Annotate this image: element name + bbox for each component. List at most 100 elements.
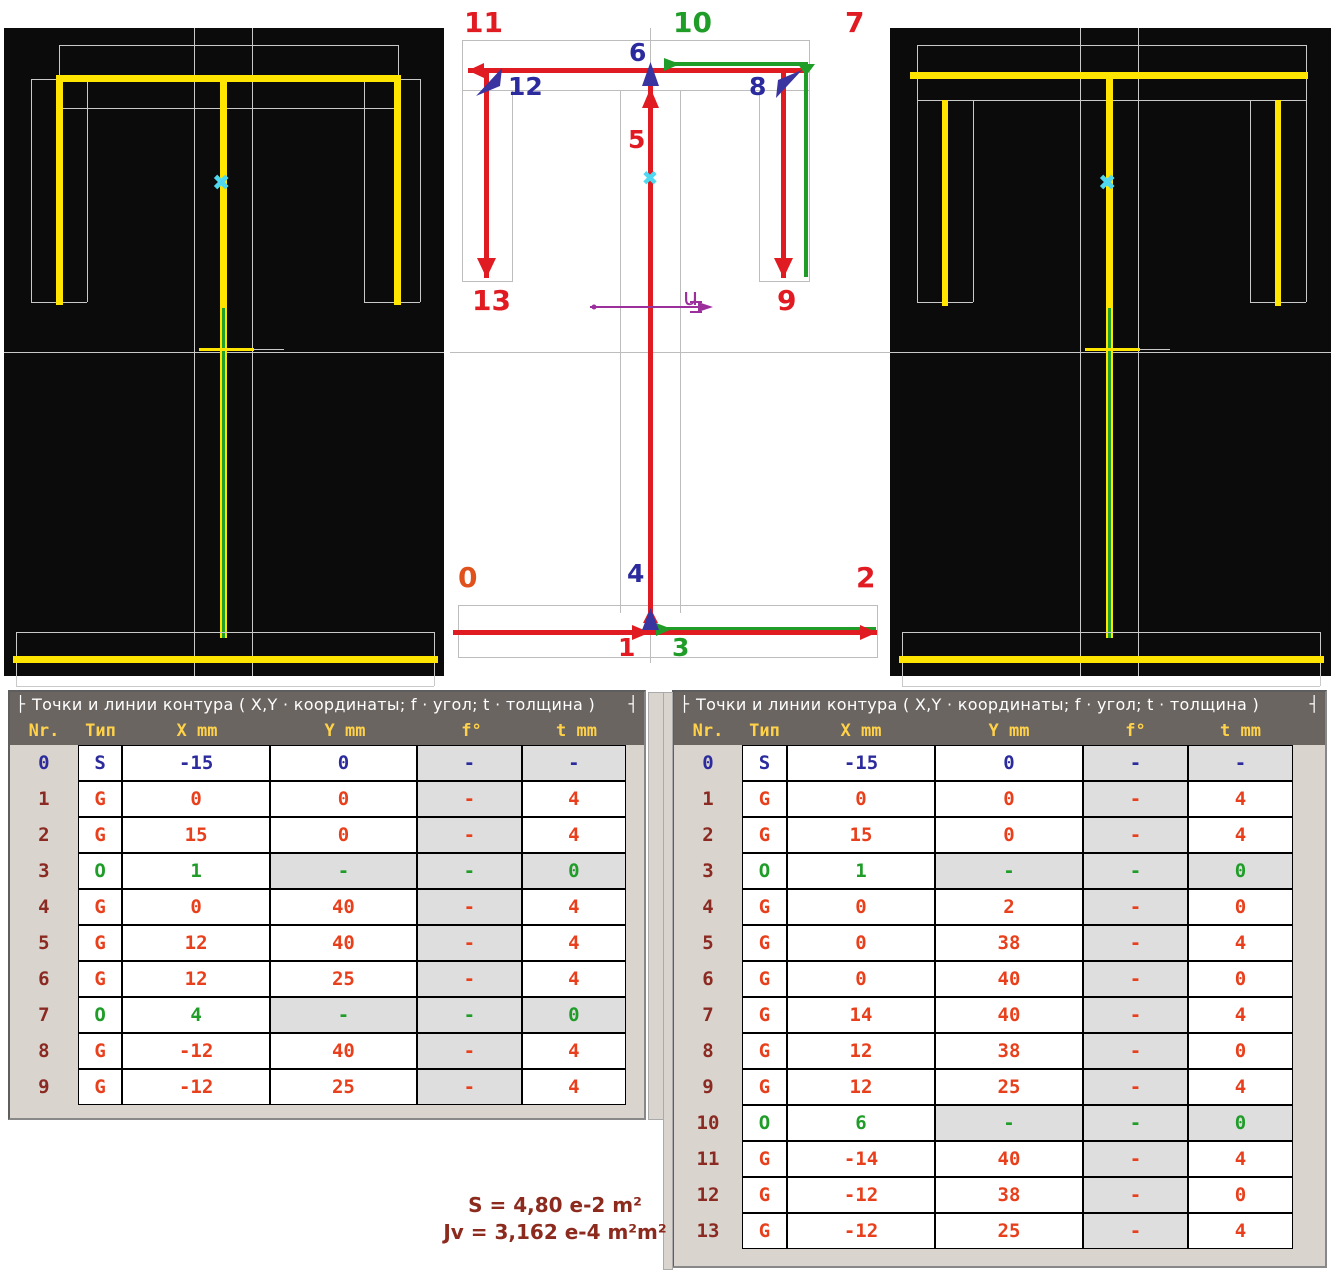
cell-y[interactable]: 0: [935, 817, 1083, 853]
cell-t[interactable]: 4: [1188, 925, 1293, 961]
cell-x[interactable]: 15: [787, 817, 935, 853]
cell-t[interactable]: 0: [1188, 1033, 1293, 1069]
cell-x[interactable]: 0: [122, 781, 270, 817]
cell-type[interactable]: O: [77, 997, 123, 1033]
scrollbar-left-table[interactable]: [648, 692, 664, 1120]
cell-type[interactable]: G: [742, 997, 787, 1033]
cell-type[interactable]: G: [77, 925, 123, 961]
cell-t[interactable]: 0: [1188, 853, 1293, 889]
table-row[interactable]: 13 G -12 25-4: [674, 1213, 1325, 1249]
cell-x[interactable]: 1: [787, 853, 935, 889]
cell-y[interactable]: 38: [935, 925, 1083, 961]
cell-t[interactable]: 0: [521, 853, 627, 889]
cell-type[interactable]: G: [742, 1141, 787, 1177]
cell-type[interactable]: G: [742, 925, 787, 961]
table-row[interactable]: 10 O 6- -0: [674, 1105, 1325, 1141]
cell-f[interactable]: -: [417, 889, 522, 925]
cell-t[interactable]: 4: [1188, 817, 1293, 853]
cell-t[interactable]: 4: [521, 781, 627, 817]
cell-type[interactable]: O: [77, 853, 123, 889]
cell-x[interactable]: 6: [787, 1105, 935, 1141]
cell-f[interactable]: -: [1083, 1177, 1188, 1213]
cell-type[interactable]: G: [742, 1177, 787, 1213]
table-row[interactable]: 5 G 12 40-4: [10, 925, 644, 961]
cell-y[interactable]: 0: [935, 745, 1083, 781]
cell-type[interactable]: O: [742, 1105, 787, 1141]
table-row[interactable]: 0 S -15 0- -: [674, 745, 1325, 781]
cell-type[interactable]: G: [742, 781, 787, 817]
cell-y[interactable]: 38: [935, 1033, 1083, 1069]
cell-x[interactable]: -12: [787, 1213, 935, 1249]
cell-x[interactable]: 1: [122, 853, 270, 889]
cell-x[interactable]: 0: [787, 961, 935, 997]
contour-schematic[interactable]: ✖ 11 10 7 6 12 8 5 13 9 u 0 2 4 1 3: [450, 0, 890, 680]
cell-f[interactable]: -: [1083, 1213, 1188, 1249]
cell-x[interactable]: 15: [122, 817, 270, 853]
cell-x[interactable]: 12: [122, 925, 270, 961]
cell-type[interactable]: G: [742, 1069, 787, 1105]
table-row[interactable]: 2 G 15 0-4: [10, 817, 644, 853]
cell-y[interactable]: -: [935, 853, 1083, 889]
cell-type[interactable]: G: [77, 1069, 123, 1105]
cad-viewport-right[interactable]: ✖: [890, 28, 1331, 687]
cell-t[interactable]: 4: [521, 925, 627, 961]
cell-f[interactable]: -: [1083, 853, 1188, 889]
table-row[interactable]: 2 G 15 0-4: [674, 817, 1325, 853]
cell-f[interactable]: -: [1083, 889, 1188, 925]
cell-t[interactable]: 4: [1188, 1141, 1293, 1177]
cell-t[interactable]: -: [521, 745, 627, 781]
cell-f[interactable]: -: [1083, 745, 1188, 781]
cell-y[interactable]: -: [269, 853, 418, 889]
cell-y[interactable]: 40: [935, 1141, 1083, 1177]
cell-type[interactable]: S: [77, 745, 123, 781]
table-row[interactable]: 6 G 12 25-4: [10, 961, 644, 997]
cell-x[interactable]: -12: [787, 1177, 935, 1213]
cell-y[interactable]: 25: [935, 1213, 1083, 1249]
cell-x[interactable]: 0: [787, 889, 935, 925]
cell-y[interactable]: 25: [935, 1069, 1083, 1105]
cell-y[interactable]: 25: [269, 1069, 418, 1105]
cell-y[interactable]: 0: [935, 781, 1083, 817]
table-row[interactable]: 5 G 0 38-4: [674, 925, 1325, 961]
cell-f[interactable]: -: [417, 961, 522, 997]
contour-table-left[interactable]: ├ Точки и линии контура ( X,Y · координа…: [8, 690, 646, 1120]
table-row[interactable]: 9 G 12 25-4: [674, 1069, 1325, 1105]
cell-x[interactable]: 12: [122, 961, 270, 997]
cell-y[interactable]: 40: [935, 997, 1083, 1033]
cell-y[interactable]: 38: [935, 1177, 1083, 1213]
cell-t[interactable]: 4: [521, 1069, 627, 1105]
cell-type[interactable]: S: [742, 745, 787, 781]
cell-f[interactable]: -: [1083, 925, 1188, 961]
cell-f[interactable]: -: [417, 1069, 522, 1105]
cell-t[interactable]: 0: [1188, 1105, 1293, 1141]
cell-type[interactable]: G: [742, 817, 787, 853]
cell-x[interactable]: 12: [787, 1069, 935, 1105]
cell-y[interactable]: -: [269, 997, 418, 1033]
table-row[interactable]: 12 G -12 38-0: [674, 1177, 1325, 1213]
cell-y[interactable]: 0: [269, 745, 418, 781]
cell-f[interactable]: -: [1083, 1033, 1188, 1069]
cell-t[interactable]: 4: [1188, 997, 1293, 1033]
cell-x[interactable]: 14: [787, 997, 935, 1033]
contour-table-right[interactable]: ├ Точки и линии контура ( X,Y · координа…: [672, 690, 1327, 1268]
table-row[interactable]: 11 G -14 40-4: [674, 1141, 1325, 1177]
cell-y[interactable]: 2: [935, 889, 1083, 925]
cell-type[interactable]: G: [77, 961, 123, 997]
cell-type[interactable]: G: [742, 1213, 787, 1249]
cell-x[interactable]: 0: [787, 925, 935, 961]
table-row[interactable]: 9 G -12 25-4: [10, 1069, 644, 1105]
cell-t[interactable]: 4: [521, 889, 627, 925]
table-body-right[interactable]: 0 S -15 0- -1 G 0 0-4 2 G 15 0-4 3 O 1- -0 4 G 0 2-0 5 G 0 38-4…: [674, 745, 1325, 1249]
cell-f[interactable]: -: [1083, 1105, 1188, 1141]
cell-t[interactable]: -: [1188, 745, 1293, 781]
table-body-left[interactable]: 0 S -15 0- -1 G 0 0-4 2 G 15 0-4 3 O 1- -0 4 G 0 40-4 5 G 12 40…: [10, 745, 644, 1105]
cell-f[interactable]: -: [1083, 817, 1188, 853]
cell-y[interactable]: 40: [269, 925, 418, 961]
cell-type[interactable]: G: [77, 1033, 123, 1069]
cell-x[interactable]: 4: [122, 997, 270, 1033]
cell-type[interactable]: G: [77, 817, 123, 853]
cell-t[interactable]: 4: [1188, 781, 1293, 817]
table-row[interactable]: 8 G 12 38-0: [674, 1033, 1325, 1069]
